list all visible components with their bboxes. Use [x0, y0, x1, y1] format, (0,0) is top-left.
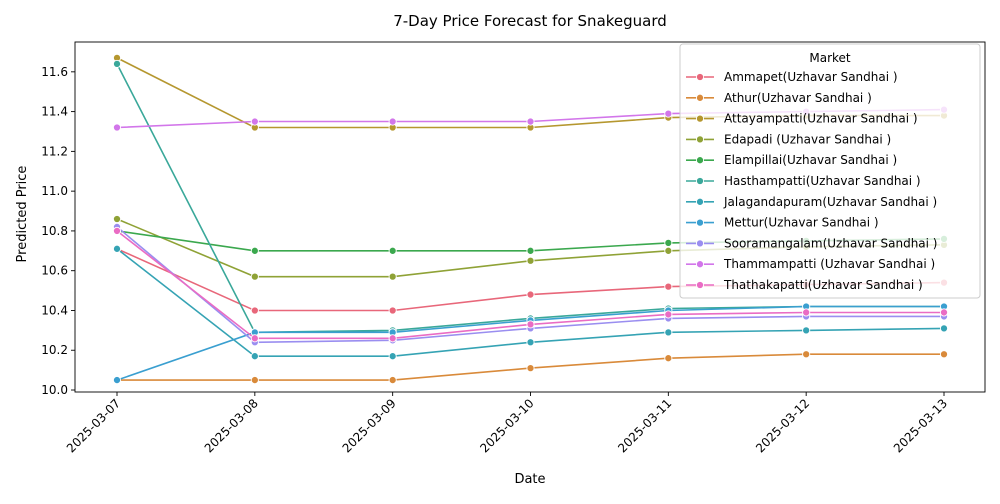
- data-point: [388, 376, 397, 385]
- data-point: [112, 376, 122, 385]
- y-tick-label: 11.4: [41, 105, 68, 119]
- y-tick-label: 11.6: [41, 65, 68, 79]
- legend-label: Thammampatti (Uzhavar Sandhai ): [723, 257, 935, 271]
- legend-swatch-marker: [695, 72, 705, 82]
- data-point: [802, 350, 811, 359]
- data-point: [388, 246, 397, 255]
- data-point: [112, 59, 122, 68]
- data-point: [526, 117, 535, 126]
- data-point: [250, 334, 259, 343]
- data-point: [388, 117, 397, 126]
- legend-label: Thathakapatti(Uzhavar Sandhai ): [723, 278, 923, 292]
- legend-item: Athur(Uzhavar Sandhai ): [686, 91, 872, 105]
- y-tick-label: 10.0: [41, 383, 68, 397]
- data-point: [112, 226, 122, 235]
- series-1: [112, 350, 949, 385]
- y-tick-label: 10.2: [41, 343, 68, 357]
- legend-title: Market: [809, 51, 851, 65]
- data-point: [664, 354, 673, 363]
- y-tick-label: 11.0: [41, 184, 68, 198]
- data-point: [250, 272, 259, 281]
- x-axis-label: Date: [514, 472, 545, 487]
- legend-label: Sooramangalam(Uzhavar Sandhai ): [724, 236, 938, 250]
- legend-label: Athur(Uzhavar Sandhai ): [724, 91, 872, 105]
- legend-label: Hasthampatti(Uzhavar Sandhai ): [724, 174, 921, 188]
- data-point: [250, 246, 259, 255]
- data-point: [250, 117, 259, 126]
- data-point: [664, 109, 673, 118]
- legend-swatch-marker: [695, 156, 705, 165]
- data-point: [664, 238, 673, 247]
- legend-item: Thammampatti (Uzhavar Sandhai ): [686, 257, 935, 271]
- data-point: [388, 272, 397, 281]
- legend-item: Elampillai(Uzhavar Sandhai ): [686, 153, 897, 167]
- legend-item: Edapadi (Uzhavar Sandhai ): [686, 132, 891, 146]
- data-point: [526, 320, 535, 329]
- data-point: [664, 246, 673, 255]
- legend-item: Mettur(Uzhavar Sandhai ): [686, 216, 879, 230]
- chart-title: 7-Day Price Forecast for Snakeguard: [393, 12, 667, 30]
- data-point: [112, 123, 122, 132]
- data-point: [939, 350, 949, 359]
- series-10: [112, 226, 949, 343]
- data-point: [939, 308, 949, 317]
- legend-swatch-marker: [695, 176, 705, 186]
- legend: Market Ammapet(Uzhavar Sandhai ) Athur(Uzh…: [679, 43, 981, 299]
- data-point: [664, 328, 673, 337]
- legend-box: [679, 43, 981, 299]
- data-point: [802, 326, 811, 335]
- data-point: [939, 324, 949, 333]
- legend-item: Attayampatti(Uzhavar Sandhai ): [686, 112, 918, 126]
- legend-swatch-marker: [695, 197, 705, 206]
- legend-item: Jalagandapuram(Uzhavar Sandhai ): [686, 195, 937, 209]
- legend-item: Thathakapatti(Uzhavar Sandhai ): [686, 278, 923, 292]
- data-point: [526, 256, 535, 265]
- legend-swatch-marker: [695, 114, 705, 123]
- data-point: [250, 352, 259, 361]
- data-point: [250, 376, 259, 385]
- plot-frame: [74, 41, 986, 393]
- y-tick-label: 10.8: [41, 224, 68, 238]
- y-tick-label: 10.4: [41, 303, 68, 317]
- legend-swatch-marker: [695, 93, 705, 102]
- data-point: [664, 282, 673, 291]
- data-point: [526, 290, 535, 299]
- data-point: [388, 352, 397, 361]
- data-point: [112, 244, 122, 253]
- y-tick-label: 11.2: [41, 144, 68, 158]
- data-point: [802, 308, 811, 317]
- legend-swatch-marker: [695, 135, 705, 144]
- data-point: [388, 334, 397, 343]
- legend-label: Ammapet(Uzhavar Sandhai ): [724, 70, 898, 84]
- y-tick-label: 10.6: [41, 264, 68, 278]
- legend-swatch-marker: [695, 218, 705, 227]
- legend-label: Mettur(Uzhavar Sandhai ): [724, 216, 879, 230]
- legend-label: Edapadi (Uzhavar Sandhai ): [724, 132, 891, 146]
- legend-label: Jalagandapuram(Uzhavar Sandhai ): [723, 195, 937, 209]
- legend-swatch-marker: [695, 239, 705, 248]
- data-point: [250, 306, 259, 315]
- legend-swatch-marker: [695, 280, 705, 290]
- legend-swatch-marker: [695, 260, 705, 269]
- data-point: [526, 246, 535, 255]
- legend-item: Ammapet(Uzhavar Sandhai ): [686, 70, 898, 84]
- legend-label: Elampillai(Uzhavar Sandhai ): [724, 153, 897, 167]
- legend-item: Sooramangalam(Uzhavar Sandhai ): [686, 236, 938, 250]
- data-point: [664, 310, 673, 319]
- legend-item: Hasthampatti(Uzhavar Sandhai ): [686, 174, 921, 188]
- data-point: [388, 306, 397, 315]
- data-point: [112, 214, 122, 224]
- series-6: [112, 244, 949, 361]
- legend-label: Attayampatti(Uzhavar Sandhai ): [724, 112, 918, 126]
- data-point: [526, 338, 535, 347]
- y-axis-label: Predicted Price: [15, 166, 30, 263]
- data-point: [526, 364, 535, 373]
